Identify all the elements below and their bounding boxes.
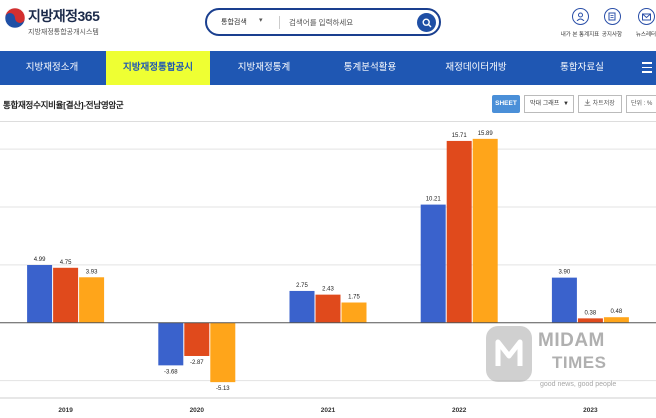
util-newsletter[interactable]: 뉴스레터 <box>618 8 656 38</box>
bar-2020-1 <box>158 322 184 366</box>
chart-type-value: 막대 그래프 <box>530 101 560 107</box>
data-label: 10.21 <box>426 197 442 203</box>
sheet-button[interactable]: SHEET <box>492 95 520 113</box>
util-notice[interactable]: 공지사항 <box>584 8 640 38</box>
util-newsletter-label: 뉴스레터 <box>635 32 656 38</box>
bar-2019-1 <box>27 265 53 323</box>
site-title[interactable]: 지방재정365 <box>28 8 100 24</box>
chart-area: 4.99 4.75 3.93 2019 -3.68 -2.87 -5.13 2020 2.75 2… <box>0 122 656 418</box>
bar-2020-2 <box>184 322 210 356</box>
chart-toolbar: 통합재정수지비율[결산]-전남영암군 SHEET 막대 그래프 ▼ 차트저장 단… <box>0 88 656 122</box>
download-icon <box>584 99 591 106</box>
save-chart-button[interactable]: 차트저장 <box>578 95 622 113</box>
data-label: 3.90 <box>559 270 571 276</box>
watermark-line3: good news, good people <box>540 381 617 388</box>
x-tick-label: 2023 <box>583 407 598 414</box>
search-divider <box>279 16 280 29</box>
bar-2021-2 <box>315 294 341 323</box>
main-nav: 지방재정소개 지방재정통합공시 지방재정통계 통계분석활용 재정데이터개방 통합… <box>0 51 656 85</box>
x-tick-label: 2019 <box>58 407 73 414</box>
watermark-logo-icon <box>486 326 532 382</box>
chevron-down-icon: ▼ <box>563 101 569 107</box>
data-label: 0.48 <box>611 309 623 315</box>
data-label: -5.13 <box>216 386 230 392</box>
nav-item-statistics[interactable]: 지방재정통계 <box>237 62 291 73</box>
nav-item-archive[interactable]: 통합자료실 <box>560 62 604 73</box>
bar-2019-3 <box>79 277 105 323</box>
watermark-line1: MIDAM <box>538 330 605 351</box>
site-header: 지방재정365 지방재정통합공개시스템 통합검색 ▾ 내가 본 통계지표 공지사… <box>0 0 656 50</box>
data-label: -3.68 <box>164 369 178 375</box>
x-tick-label: 2022 <box>452 407 467 414</box>
bar-2022-1 <box>420 204 446 323</box>
data-label: 4.99 <box>34 257 46 263</box>
data-label: 2.43 <box>322 287 334 293</box>
util-recent-stats-label: 내가 본 통계지표 <box>560 32 600 38</box>
util-recent-stats[interactable]: 내가 본 통계지표 <box>552 8 608 38</box>
taegeuk-logo-icon[interactable] <box>4 7 26 29</box>
notice-icon <box>603 8 621 25</box>
data-label: 4.75 <box>60 260 72 266</box>
nav-item-intro[interactable]: 지방재정소개 <box>25 62 79 73</box>
bar-2022-2 <box>446 140 472 323</box>
util-notice-label: 공지사항 <box>601 32 623 38</box>
hamburger-menu-icon[interactable] <box>642 62 652 76</box>
bar-2022-3 <box>472 138 498 323</box>
search-icon <box>421 17 431 27</box>
bar-chart: 4.99 4.75 3.93 2019 -3.68 -2.87 -5.13 2020 2.75 2… <box>0 131 656 414</box>
search-bar: 통합검색 ▾ <box>205 8 441 36</box>
user-icon <box>571 8 589 25</box>
search-input[interactable] <box>289 15 409 30</box>
chart-type-select[interactable]: 막대 그래프 ▼ <box>524 95 574 113</box>
bar-2021-3 <box>341 302 367 323</box>
nav-item-analysis[interactable]: 통계분석활용 <box>343 62 397 73</box>
site-subtitle: 지방재정통합공개시스템 <box>28 29 99 36</box>
bar-2023-1 <box>551 277 577 323</box>
data-label: 3.93 <box>86 269 98 275</box>
bar-2021-1 <box>289 290 315 323</box>
unit-label: 단위 : % <box>626 95 656 113</box>
chevron-down-icon: ▾ <box>259 17 263 24</box>
bar-2023-2 <box>577 318 603 323</box>
search-button[interactable] <box>417 13 436 32</box>
data-label: 15.89 <box>478 131 494 137</box>
nav-item-open-data[interactable]: 재정데이터개방 <box>445 62 507 73</box>
data-label: 0.38 <box>585 310 597 316</box>
bar-2023-3 <box>603 317 629 323</box>
data-label: -2.87 <box>190 360 204 366</box>
nav-item-disclosure[interactable]: 지방재정통합공시 <box>106 51 210 85</box>
bar-2020-3 <box>210 322 236 383</box>
data-label: 2.75 <box>296 283 308 289</box>
chart-title: 통합재정수지비율[결산]-전남영암군 <box>3 100 124 110</box>
watermark: MIDAM TIMES good news, good people <box>486 326 652 392</box>
x-tick-label: 2021 <box>321 407 336 414</box>
data-label: 15.71 <box>452 133 468 139</box>
search-category-select[interactable]: 통합검색 <box>221 19 247 26</box>
data-label: 1.75 <box>348 295 360 301</box>
watermark-line2: TIMES <box>552 353 607 372</box>
save-chart-label: 차트저장 <box>592 101 615 107</box>
bar-2019-2 <box>53 267 79 323</box>
x-tick-label: 2020 <box>190 407 205 414</box>
newsletter-icon <box>637 8 655 25</box>
